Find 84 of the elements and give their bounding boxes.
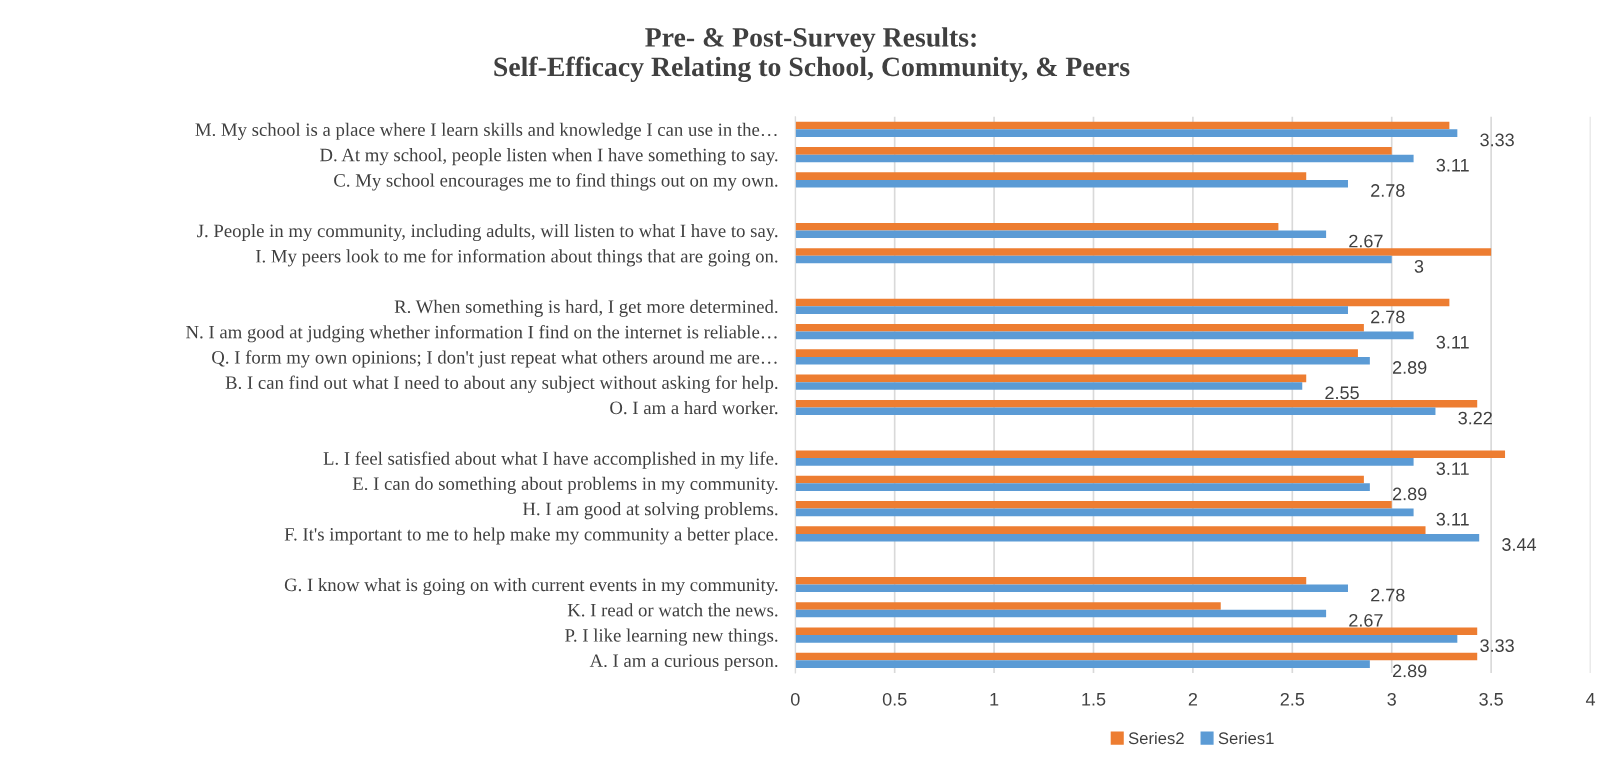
- bar: [795, 584, 1348, 593]
- bar: [795, 526, 1426, 534]
- x-tick-label: 4: [1585, 693, 1596, 706]
- y-tick-label: M. My school is a place where I learn skills and knowledge I can use in the…: [195, 122, 777, 140]
- y-tick-label: B. I can find out what I need to about any subject without asking for help.: [225, 375, 778, 393]
- x-tick-label: 3: [1387, 692, 1396, 706]
- bar: [795, 533, 1480, 542]
- bar: [795, 298, 1450, 307]
- y-tick-label: G. I know what is going on with current events in my community.: [284, 577, 778, 596]
- data-label: 3.11: [1436, 158, 1469, 172]
- data-label: 2.78: [1371, 310, 1405, 324]
- y-tick-label: P. I like learning new things.: [565, 628, 778, 646]
- bar: [795, 450, 1506, 459]
- data-label: 2.67: [1349, 234, 1383, 248]
- bar: [795, 374, 1307, 383]
- data-label: 2.78: [1371, 588, 1405, 602]
- y-tick-label: O. I am a hard worker.: [610, 400, 778, 415]
- data-label: 3.11: [1436, 335, 1469, 349]
- data-label: 2.55: [1325, 386, 1359, 400]
- y-tick-label: D. At my school, people listen when I have something to say.: [320, 148, 778, 166]
- bar: [795, 324, 1364, 332]
- y-tick-label: N. I am good at judging whether information I find on the internet is reliable…: [186, 325, 777, 343]
- y-tick-label: H. I am good at solving problems.: [522, 502, 778, 520]
- y-tick-label: J. People in my community, including adults, will listen to what I have to say.: [197, 223, 778, 242]
- x-tick-label: 3.5: [1479, 692, 1503, 706]
- bar: [795, 475, 1364, 484]
- bar: [795, 635, 1458, 643]
- x-tick-label: 0: [790, 692, 800, 706]
- y-tick-label: R. When something is hard, I get more determined.: [394, 299, 778, 317]
- bar: [795, 255, 1392, 264]
- chart-title: Pre- & Post-Survey Results: Self-Efficacy Relating to School, Community, & Peers: [494, 27, 1130, 83]
- data-label: 2.89: [1392, 664, 1427, 678]
- y-tick-label: I. My peers look to me for information about things that are going on.: [255, 249, 778, 267]
- bar: [795, 230, 1327, 239]
- y-tick-label: A. I am a curious person.: [589, 654, 778, 671]
- y-tick-label: L. I feel satisfied about what I have accomplished in my life.: [323, 451, 778, 469]
- y-tick-label: Q. I form my own opinions; I don't just repeat what others around me are…: [212, 350, 777, 368]
- x-tick-label: 2: [1188, 692, 1198, 706]
- bar: [795, 147, 1392, 155]
- data-label: 3.11: [1436, 462, 1469, 476]
- bar: [795, 407, 1436, 416]
- bar: [795, 627, 1478, 636]
- data-label: 3.33: [1480, 639, 1514, 653]
- bar: [795, 660, 1370, 668]
- bar: [795, 609, 1327, 618]
- bar: [795, 356, 1370, 365]
- data-label: 2.89: [1392, 487, 1427, 501]
- bar: [795, 652, 1478, 661]
- bar: [795, 179, 1348, 188]
- bar: [795, 172, 1307, 180]
- bar: [795, 306, 1348, 314]
- bar: [795, 248, 1492, 256]
- bar: [795, 121, 1450, 130]
- bar: [795, 602, 1221, 610]
- data-label: 3: [1414, 259, 1424, 273]
- data-label: 3.33: [1480, 133, 1514, 147]
- bar: [795, 382, 1303, 390]
- data-label: 2.67: [1349, 613, 1383, 627]
- data-label: 3.44: [1502, 538, 1537, 551]
- bar: [795, 349, 1358, 357]
- x-tick-label: 1: [990, 693, 999, 706]
- y-tick-label: E. I can do something about problems in my community.: [352, 476, 778, 494]
- bar: [795, 222, 1279, 231]
- bar: [795, 129, 1458, 137]
- bar: [795, 483, 1370, 491]
- bar: [795, 508, 1414, 517]
- y-tick-label: F. It's important to me to help make my community a better place.: [284, 527, 778, 545]
- y-tick-label: C. My school encourages me to find things out on my own.: [334, 173, 778, 191]
- data-label: 2.78: [1371, 184, 1405, 197]
- bar: [795, 154, 1414, 163]
- y-tick-label: K. I read or watch the news.: [567, 603, 778, 617]
- legend-label: Series1: [1218, 731, 1274, 745]
- data-label: 3.22: [1458, 411, 1492, 425]
- x-tick-label: 0.5: [882, 692, 907, 706]
- bar: [795, 331, 1414, 340]
- bar: [795, 576, 1307, 585]
- x-tick-label: 2.5: [1280, 692, 1305, 706]
- data-label: 3.11: [1436, 512, 1469, 526]
- legend-label: Series2: [1128, 731, 1184, 745]
- bar: [795, 501, 1392, 509]
- bar: [795, 399, 1478, 408]
- bar: [795, 458, 1414, 466]
- x-tick-label: 1.5: [1082, 693, 1106, 706]
- data-label: 2.89: [1392, 361, 1427, 374]
